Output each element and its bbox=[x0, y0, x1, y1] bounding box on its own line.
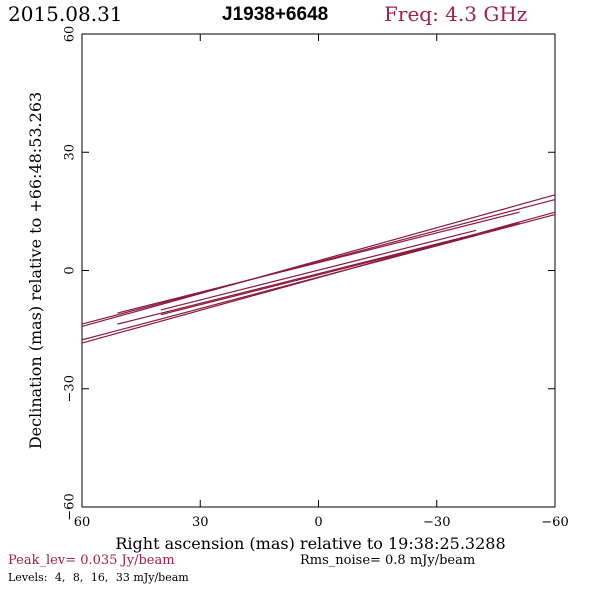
peak-level: Peak_lev= 0.035 Jy/beam bbox=[8, 553, 175, 568]
level-value: 4, bbox=[54, 571, 66, 584]
levels-title: Levels: bbox=[8, 571, 48, 584]
level-value: 33 mJy/beam bbox=[115, 571, 189, 584]
epoch-date: 2015.08.31 bbox=[8, 2, 123, 26]
levels-line: Levels: 4, 8, 16, 33 mJy/beam bbox=[8, 571, 193, 584]
source-name: J1938+6648 bbox=[222, 4, 329, 25]
y-tick-label: −60 bbox=[63, 493, 78, 520]
x-tick-label: 30 bbox=[192, 515, 209, 530]
contour-line-level-16-upper bbox=[117, 211, 520, 314]
x-tick-label: −30 bbox=[423, 515, 450, 530]
level-value: 16, bbox=[90, 571, 109, 584]
y-tick-label: 30 bbox=[63, 144, 78, 161]
contour-line-level-16-lower bbox=[117, 222, 520, 325]
contour-line-level-33-lower bbox=[160, 234, 477, 316]
x-axis-label: Right ascension (mas) relative to 19:38:… bbox=[115, 534, 505, 553]
frequency-label: Freq: 4.3 GHz bbox=[384, 2, 528, 26]
y-tick-label: 0 bbox=[63, 266, 78, 274]
contour-line-level-8-lower bbox=[81, 213, 556, 341]
x-tick-label: −60 bbox=[541, 515, 568, 530]
y-tick-label: 60 bbox=[63, 26, 78, 43]
level-value: 8, bbox=[72, 571, 84, 584]
contour-line-level-33-upper bbox=[160, 229, 477, 311]
y-axis-label: Declination (mas) relative to +66:48:53.… bbox=[26, 92, 45, 449]
y-tick-label: −30 bbox=[63, 375, 78, 402]
x-tick-label: 60 bbox=[74, 515, 91, 530]
x-tick-label: 0 bbox=[314, 515, 322, 530]
contour-line-level-8-upper bbox=[81, 198, 556, 325]
rms-noise: Rms_noise= 0.8 mJy/beam bbox=[300, 553, 476, 568]
contour-line-level-4-upper bbox=[81, 194, 556, 328]
